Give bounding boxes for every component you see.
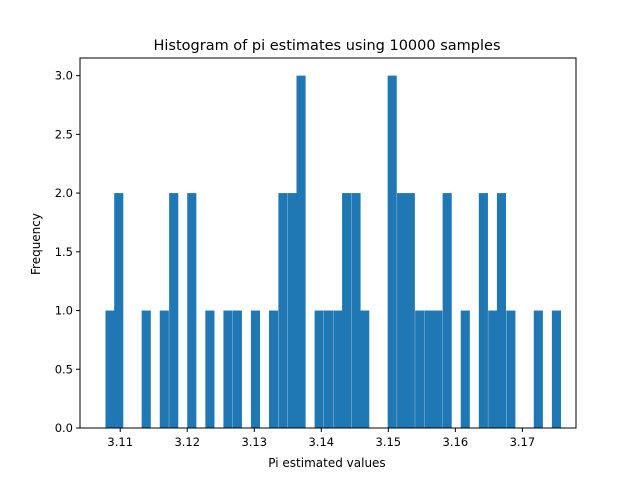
histogram-bar-15 (323, 310, 334, 428)
histogram-bar-19 (360, 310, 370, 428)
histogram-bar-2 (141, 310, 151, 428)
histogram-bar-27 (460, 310, 470, 428)
x-axis-label: Pi estimated values (268, 456, 385, 470)
histogram-bar-11 (278, 193, 288, 428)
x-tick-label: 3.13 (241, 435, 267, 449)
histogram-bar-10 (269, 310, 279, 428)
histogram-bar-1 (114, 193, 124, 428)
histogram-bar-17 (342, 193, 352, 428)
x-tick-label: 3.12 (174, 435, 200, 449)
histogram-bar-28 (478, 193, 488, 428)
histogram-bar-33 (551, 310, 561, 428)
histogram-bar-26 (442, 193, 452, 428)
histogram-bar-4 (169, 193, 179, 428)
histogram-bar-13 (296, 75, 306, 428)
histogram-bar-7 (223, 310, 233, 428)
y-tick-label: 2.0 (55, 186, 73, 200)
y-tick-label: 3.0 (55, 69, 73, 83)
histogram-bar-14 (314, 310, 324, 428)
histogram-bar-9 (250, 310, 261, 428)
x-tick-label: 3.15 (376, 435, 402, 449)
y-tick-label: 0.5 (55, 362, 73, 376)
histogram-bar-25 (433, 310, 443, 428)
histogram-bar-32 (533, 310, 543, 428)
histogram-bar-24 (424, 310, 434, 428)
x-axis-ticks: 3.11 3.12 3.13 3.14 3.15 3.16 3.17 (107, 428, 535, 449)
y-axis-ticks: 0.0 0.5 1.0 1.5 2.0 2.5 3.0 (55, 69, 80, 435)
y-axis-label: Frequency (29, 213, 43, 275)
histogram-bar-20 (387, 75, 397, 428)
histogram-bar-31 (506, 310, 516, 428)
histogram-bar-6 (205, 310, 215, 428)
y-tick-label: 0.0 (55, 421, 73, 435)
histogram-bar-30 (496, 193, 507, 428)
y-tick-label: 2.5 (55, 127, 73, 141)
histogram-bar-16 (333, 310, 343, 428)
histogram-bar-18 (351, 193, 361, 428)
plot-frame (79, 57, 577, 429)
bars-group (105, 75, 561, 428)
chart-title: Histogram of pi estimates using 10000 sa… (153, 38, 500, 54)
histogram-bar-12 (287, 193, 297, 428)
histogram-bar-23 (415, 310, 425, 428)
x-tick-label: 3.16 (443, 435, 469, 449)
histogram-bar-3 (159, 310, 169, 428)
histogram-bar-0 (105, 310, 115, 428)
x-tick-label: 3.17 (510, 435, 536, 449)
histogram-bar-21 (397, 193, 407, 428)
histogram-bar-8 (232, 310, 242, 428)
y-tick-label: 1.5 (55, 245, 73, 259)
histogram-bar-22 (405, 193, 415, 428)
x-tick-label: 3.14 (308, 435, 334, 449)
histogram-bar-29 (488, 310, 498, 428)
y-tick-label: 1.0 (55, 304, 73, 318)
x-tick-label: 3.11 (107, 435, 133, 449)
histogram-bar-5 (187, 193, 197, 428)
